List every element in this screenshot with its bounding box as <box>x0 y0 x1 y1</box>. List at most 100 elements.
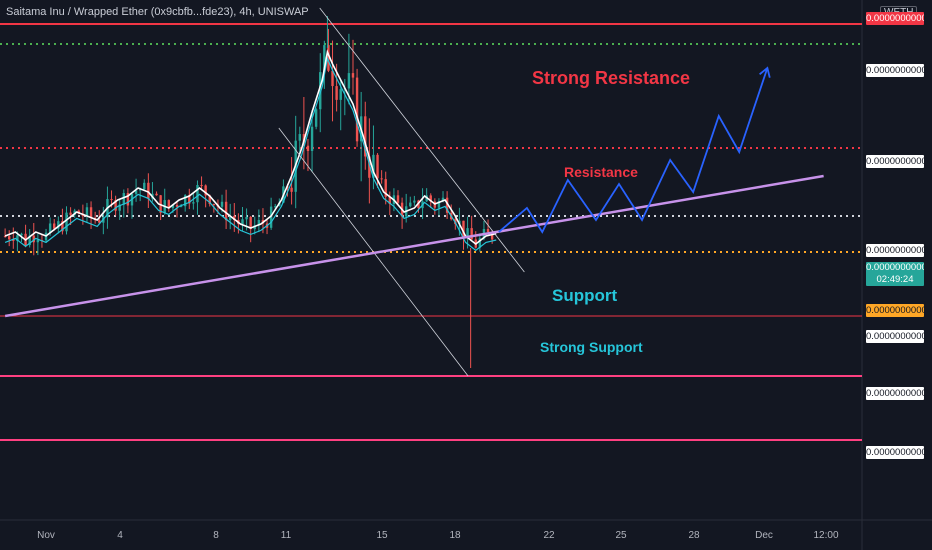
candle-body-21 <box>89 207 93 218</box>
candle-body-93 <box>384 179 387 197</box>
candle-body-79 <box>327 45 330 71</box>
countdown-timer: 02:49:24 <box>876 274 914 285</box>
candle-body-27 <box>114 200 117 211</box>
candle-body-75 <box>310 126 314 151</box>
candle-body-29 <box>122 193 126 205</box>
candle-body-45 <box>188 195 191 204</box>
candle-body-32 <box>134 190 138 194</box>
projection-path <box>498 67 769 234</box>
ma-line-fast <box>4 49 497 246</box>
candle-body-54 <box>224 201 228 221</box>
candle-body-82 <box>339 89 342 100</box>
price-tag-3: 0.0000000000 <box>866 244 924 257</box>
candle-body-88 <box>364 116 367 157</box>
candle-body-92 <box>380 178 383 180</box>
candle-body-77 <box>319 72 322 110</box>
candle-body-53 <box>220 201 224 207</box>
candle-body-12 <box>53 223 56 229</box>
candle-body-106 <box>437 201 441 208</box>
candle-body-119 <box>490 232 494 240</box>
candle-body-80 <box>331 70 334 87</box>
price-tag-6: 0.0000000000 <box>866 330 924 343</box>
candle-body-28 <box>118 204 121 211</box>
candle-body-2 <box>12 239 15 241</box>
price-tag-0: 0.0000000000 <box>866 12 924 25</box>
candle-body-62 <box>257 219 261 226</box>
candle-body-40 <box>167 200 171 209</box>
candle-body-11 <box>48 223 52 233</box>
candle-body-116 <box>478 238 482 248</box>
candle-body-42 <box>175 205 179 207</box>
candle-body-4 <box>20 233 23 236</box>
candle-body-51 <box>212 204 216 206</box>
x-tick-label: 25 <box>615 530 627 541</box>
candle-body-20 <box>85 207 89 217</box>
candle-body-6 <box>28 235 31 246</box>
candle-body-91 <box>376 154 379 179</box>
candle-body-23 <box>98 220 101 223</box>
price-tag-8: 0.0000000000 <box>866 446 924 459</box>
candle-body-33 <box>138 189 142 191</box>
strong-resistance-label: Strong Resistance <box>532 68 691 88</box>
candle-body-46 <box>192 202 195 204</box>
candle-body-118 <box>486 228 490 233</box>
x-tick-label: Nov <box>37 530 55 541</box>
candle-body-100 <box>413 200 416 203</box>
candle-body-84 <box>347 73 351 89</box>
candle-body-58 <box>241 219 244 225</box>
x-tick-label: 12:00 <box>813 530 839 541</box>
candle-body-89 <box>368 156 371 178</box>
candle-body-85 <box>351 73 355 78</box>
candle-body-90 <box>372 154 375 178</box>
candle-body-1 <box>8 236 11 240</box>
candle-body-34 <box>143 182 146 190</box>
x-tick-label: Dec <box>755 530 773 541</box>
x-tick-label: 11 <box>280 530 292 541</box>
candle-body-65 <box>269 206 273 228</box>
candle-body-49 <box>204 185 207 196</box>
price-tag-1: 0.0000000000 <box>866 64 924 77</box>
chart-title: Saitama Inu / Wrapped Ether (0x9cbfb...f… <box>6 6 309 18</box>
candle-body-60 <box>249 216 252 230</box>
x-tick-label: 22 <box>543 530 555 541</box>
support-label: Support <box>552 286 618 305</box>
candle-body-41 <box>171 205 175 209</box>
price-tag-7: 0.0000000000 <box>866 387 924 400</box>
candle-body-94 <box>388 196 392 205</box>
channel-upper-line <box>319 7 525 273</box>
candle-body-81 <box>335 86 338 100</box>
candle-body-0 <box>3 236 7 237</box>
candle-body-72 <box>298 134 301 141</box>
candle-body-78 <box>323 45 326 73</box>
candle-body-55 <box>229 216 232 221</box>
candle-body-47 <box>196 185 199 203</box>
candle-body-26 <box>110 199 113 201</box>
candle-body-104 <box>429 195 432 202</box>
x-tick-label: 15 <box>376 530 388 541</box>
resistance-label: Resistance <box>564 164 638 180</box>
candle-body-14 <box>61 221 64 232</box>
candle-body-70 <box>290 187 293 192</box>
candle-body-43 <box>179 206 183 208</box>
candle-body-113 <box>466 228 469 239</box>
candle-body-3 <box>16 235 19 241</box>
candle-body-30 <box>126 193 130 206</box>
candle-body-114 <box>470 228 473 240</box>
candle-body-56 <box>233 216 236 220</box>
candle-body-86 <box>355 77 359 142</box>
candle-body-96 <box>396 195 400 203</box>
candle-body-59 <box>245 216 248 220</box>
support-trendline <box>4 174 824 318</box>
candle-body-99 <box>409 202 412 207</box>
candle-body-108 <box>445 197 449 213</box>
candle-body-7 <box>32 235 35 243</box>
candle-body-15 <box>65 212 68 232</box>
candle-body-107 <box>441 197 445 202</box>
strong-support-label: Strong Support <box>540 339 643 355</box>
projection-arrowhead <box>759 66 771 78</box>
x-tick-label: 4 <box>117 530 123 541</box>
price-tag-5: 0.0000000000 <box>866 304 924 317</box>
x-tick-label: 18 <box>449 530 461 541</box>
